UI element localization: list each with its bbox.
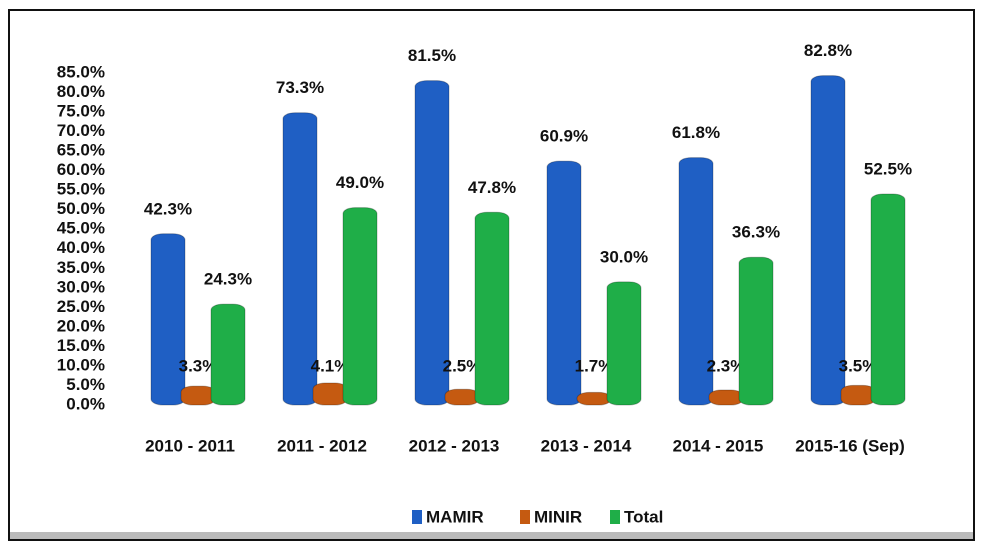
y-tick-label: 25.0% — [57, 297, 105, 316]
bar — [180, 385, 216, 406]
bar — [210, 303, 246, 406]
bar — [678, 157, 714, 406]
data-label: 2.3% — [707, 356, 746, 375]
y-tick-label: 70.0% — [57, 121, 105, 140]
data-label: 4.1% — [311, 356, 350, 375]
data-label: 24.3% — [204, 270, 252, 289]
data-label: 30.0% — [600, 247, 648, 266]
bar — [474, 211, 510, 406]
y-tick-label: 60.0% — [57, 160, 105, 179]
y-tick-label: 65.0% — [57, 141, 105, 160]
x-tick-label: 2013 - 2014 — [541, 436, 632, 455]
y-tick-label: 85.0% — [57, 62, 105, 81]
y-tick-label: 5.0% — [66, 375, 105, 394]
data-label: 73.3% — [276, 78, 324, 97]
legend-label: MINIR — [534, 507, 582, 526]
data-label: 47.8% — [468, 178, 516, 197]
y-tick-label: 55.0% — [57, 180, 105, 199]
y-tick-label: 50.0% — [57, 199, 105, 218]
y-tick-label: 15.0% — [57, 336, 105, 355]
y-tick-label: 40.0% — [57, 238, 105, 257]
data-label: 42.3% — [144, 199, 192, 218]
legend-swatch — [610, 510, 620, 524]
data-label: 49.0% — [336, 173, 384, 192]
bar — [342, 207, 378, 406]
data-label: 1.7% — [575, 356, 614, 375]
x-tick-label: 2015-16 (Sep) — [795, 436, 905, 455]
data-label: 82.8% — [804, 41, 852, 60]
data-label: 81.5% — [408, 46, 456, 65]
y-tick-label: 30.0% — [57, 277, 105, 296]
bar — [150, 233, 186, 406]
bar — [738, 256, 774, 406]
bar — [576, 391, 612, 406]
y-tick-label: 20.0% — [57, 316, 105, 335]
y-tick-label: 80.0% — [57, 82, 105, 101]
bar — [810, 75, 846, 406]
y-tick-label: 0.0% — [66, 394, 105, 413]
bar — [840, 384, 876, 406]
y-tick-label: 45.0% — [57, 219, 105, 238]
bar — [546, 160, 582, 406]
legend-swatch — [520, 510, 530, 524]
data-label: 52.5% — [864, 159, 912, 178]
y-tick-label: 35.0% — [57, 258, 105, 277]
legend-label: MAMIR — [426, 507, 484, 526]
data-label: 61.8% — [672, 123, 720, 142]
data-label: 2.5% — [443, 356, 482, 375]
legend-label: Total — [624, 507, 663, 526]
bar — [444, 388, 480, 406]
frame-shadow — [10, 532, 973, 539]
legend-swatch — [412, 510, 422, 524]
data-label: 60.9% — [540, 127, 588, 146]
data-label: 3.3% — [179, 356, 218, 375]
y-tick-label: 75.0% — [57, 102, 105, 121]
data-label: 36.3% — [732, 223, 780, 242]
data-label: 3.5% — [839, 356, 878, 375]
x-tick-label: 2010 - 2011 — [145, 436, 235, 455]
bar — [414, 80, 450, 406]
bar — [312, 382, 348, 406]
bar — [606, 281, 642, 406]
bar — [282, 112, 318, 406]
x-tick-label: 2012 - 2013 — [409, 436, 500, 455]
y-tick-label: 10.0% — [57, 355, 105, 374]
bar — [708, 389, 744, 406]
x-tick-label: 2011 - 2012 — [277, 436, 367, 455]
bar — [870, 193, 906, 406]
x-tick-label: 2014 - 2015 — [673, 436, 764, 455]
